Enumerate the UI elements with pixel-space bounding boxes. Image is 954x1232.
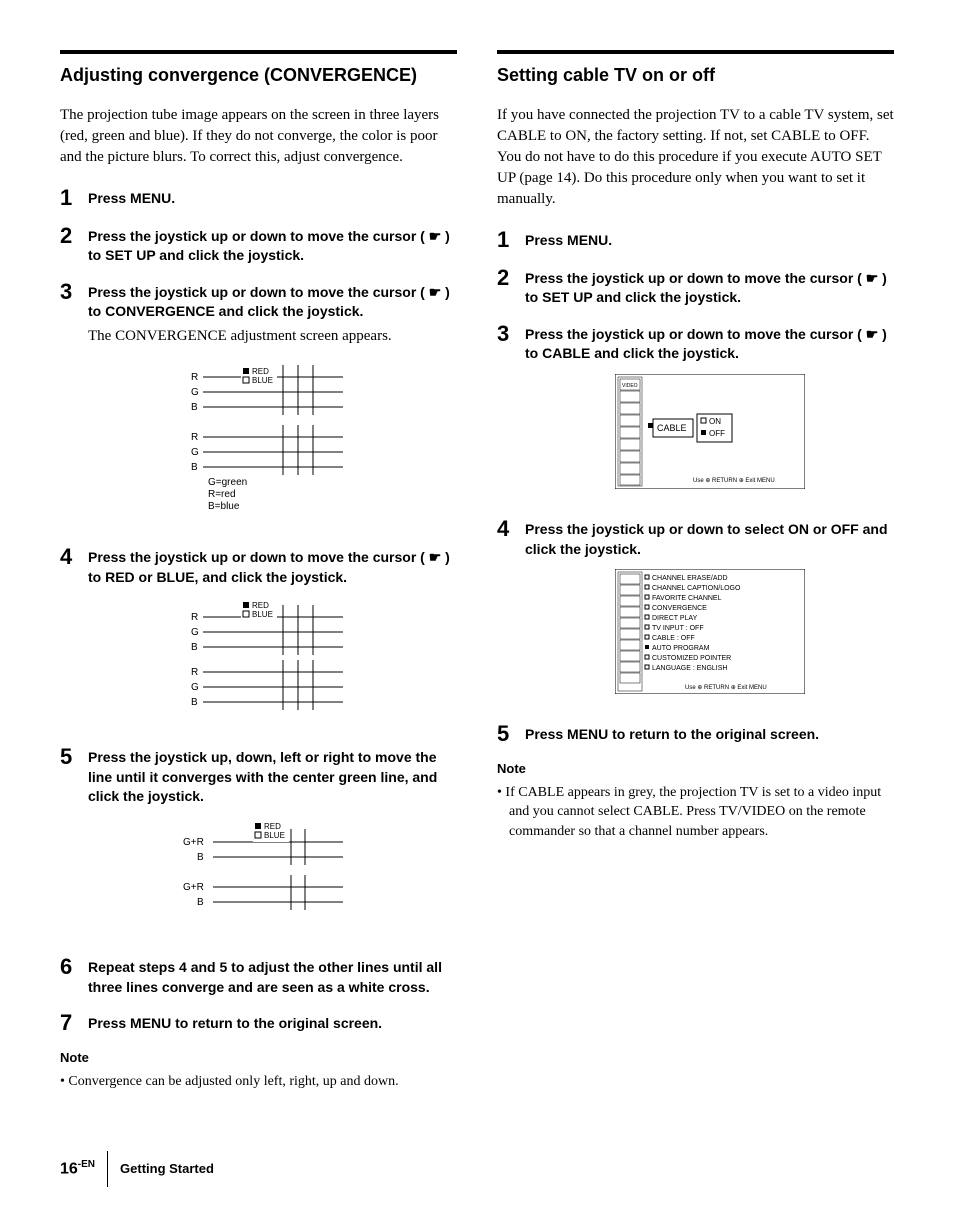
step-text: Press the joystick up or down to move th… (525, 325, 894, 364)
svg-text:CHANNEL ERASE/ADD: CHANNEL ERASE/ADD (652, 575, 728, 582)
section-name: Getting Started (120, 1160, 214, 1178)
svg-text:LANGUAGE : ENGLISH: LANGUAGE : ENGLISH (652, 665, 727, 672)
note-text: Convergence can be adjusted only left, r… (72, 1072, 457, 1092)
svg-text:G+R: G+R (183, 882, 204, 893)
section-rule (60, 50, 457, 54)
step-number: 3 (497, 322, 525, 503)
svg-text:R: R (191, 612, 198, 623)
step-text: Press MENU to return to the original scr… (525, 725, 894, 745)
svg-text:DIRECT PLAY: DIRECT PLAY (652, 615, 698, 622)
step-number: 3 (60, 280, 88, 531)
svg-text:BLUE: BLUE (252, 610, 273, 619)
right-title: Setting cable TV on or off (497, 64, 894, 87)
step-text: Press the joystick up or down to move th… (88, 283, 457, 322)
svg-text:Use ⊕ RETURN ⊕ Exit MENU: Use ⊕ RETURN ⊕ Exit MENU (693, 478, 775, 484)
svg-text:G: G (191, 447, 199, 458)
step-number: 7 (60, 1011, 88, 1035)
svg-text:FAVORITE CHANNEL: FAVORITE CHANNEL (652, 595, 722, 602)
convergence-diagram-1: RED BLUE R G B R G B G=green R=red (88, 357, 457, 517)
step-number: 2 (60, 224, 88, 266)
step-number: 1 (60, 186, 88, 210)
step-number: 4 (60, 545, 88, 731)
svg-text:G=green: G=green (208, 477, 247, 488)
svg-text:B: B (197, 897, 204, 908)
svg-text:B: B (191, 697, 198, 708)
page-footer: 16-EN Getting Started (60, 1151, 894, 1187)
section-rule (497, 50, 894, 54)
step-text: Press the joystick up, down, left or rig… (88, 748, 457, 807)
osd-screenshot-menu: CHANNEL ERASE/ADD CHANNEL CAPTION/LOGO F… (525, 569, 894, 694)
svg-text:ON: ON (709, 417, 721, 426)
step-text: Press the joystick up or down to move th… (525, 269, 894, 308)
svg-text:CUSTOMIZED POINTER: CUSTOMIZED POINTER (652, 655, 731, 662)
step-text: Press the joystick up or down to select … (525, 520, 894, 559)
svg-text:RED: RED (264, 822, 281, 831)
right-column: Setting cable TV on or off If you have c… (497, 50, 894, 1091)
step-number: 5 (60, 745, 88, 941)
svg-text:VIDEO: VIDEO (622, 383, 638, 389)
step-text: Press the joystick up or down to move th… (88, 548, 457, 587)
svg-text:B: B (197, 852, 204, 863)
step-text: Press the joystick up or down to move th… (88, 227, 457, 266)
svg-text:R: R (191, 372, 198, 383)
left-title: Adjusting convergence (CONVERGENCE) (60, 64, 457, 87)
osd-screenshot-cable: VIDEO CABLE ON OFF Use ⊕ RETURN ⊕ Exit M… (525, 374, 894, 489)
note-text: If CABLE appears in grey, the projection… (509, 783, 894, 842)
left-intro: The projection tube image appears on the… (60, 105, 457, 168)
step-number: 5 (497, 722, 525, 746)
right-intro: If you have connected the projection TV … (497, 105, 894, 210)
step-text: Press MENU. (525, 231, 894, 251)
svg-text:G: G (191, 387, 199, 398)
step-number: 6 (60, 955, 88, 997)
svg-text:R: R (191, 667, 198, 678)
svg-text:B: B (191, 462, 198, 473)
svg-text:R: R (191, 432, 198, 443)
step-text: Repeat steps 4 and 5 to adjust the other… (88, 958, 457, 997)
page-number: 16-EN (60, 1158, 95, 1181)
svg-text:G: G (191, 682, 199, 693)
svg-text:Use ⊕ RETURN ⊕ Exit MENU: Use ⊕ RETURN ⊕ Exit MENU (685, 685, 767, 691)
left-steps: 1 Press MENU. 2 Press the joystick up or… (60, 186, 457, 1036)
svg-text:RED: RED (252, 601, 269, 610)
step-number: 4 (497, 517, 525, 708)
svg-text:AUTO PROGRAM: AUTO PROGRAM (652, 645, 710, 652)
svg-text:B: B (191, 402, 198, 413)
svg-text:G: G (191, 627, 199, 638)
step-number: 2 (497, 266, 525, 308)
svg-text:B=blue: B=blue (208, 501, 240, 512)
convergence-diagram-3: RED BLUE G+R B G+R B (88, 817, 457, 927)
step-subtext: The CONVERGENCE adjustment screen appear… (88, 326, 457, 347)
svg-text:BLUE: BLUE (264, 831, 285, 840)
svg-text:CABLE : OFF: CABLE : OFF (652, 635, 695, 642)
step-text: Press MENU to return to the original scr… (88, 1014, 457, 1034)
right-steps: 1 Press MENU. 2 Press the joystick up or… (497, 228, 894, 747)
svg-text:CONVERGENCE: CONVERGENCE (652, 605, 707, 612)
svg-text:OFF: OFF (709, 429, 725, 438)
svg-text:G+R: G+R (183, 837, 204, 848)
step-number: 1 (497, 228, 525, 252)
note-heading: Note (497, 760, 894, 778)
footer-divider (107, 1151, 108, 1187)
svg-text:B: B (191, 642, 198, 653)
svg-text:R=red: R=red (208, 489, 236, 500)
left-column: Adjusting convergence (CONVERGENCE) The … (60, 50, 457, 1091)
convergence-diagram-2: RED BLUE R G B R G B (88, 597, 457, 717)
svg-text:BLUE: BLUE (252, 376, 273, 385)
svg-text:TV INPUT : OFF: TV INPUT : OFF (652, 625, 704, 632)
svg-text:CHANNEL CAPTION/LOGO: CHANNEL CAPTION/LOGO (652, 585, 741, 592)
svg-text:CABLE: CABLE (657, 423, 687, 433)
note-heading: Note (60, 1049, 457, 1067)
step-text: Press MENU. (88, 189, 457, 209)
svg-text:RED: RED (252, 367, 269, 376)
